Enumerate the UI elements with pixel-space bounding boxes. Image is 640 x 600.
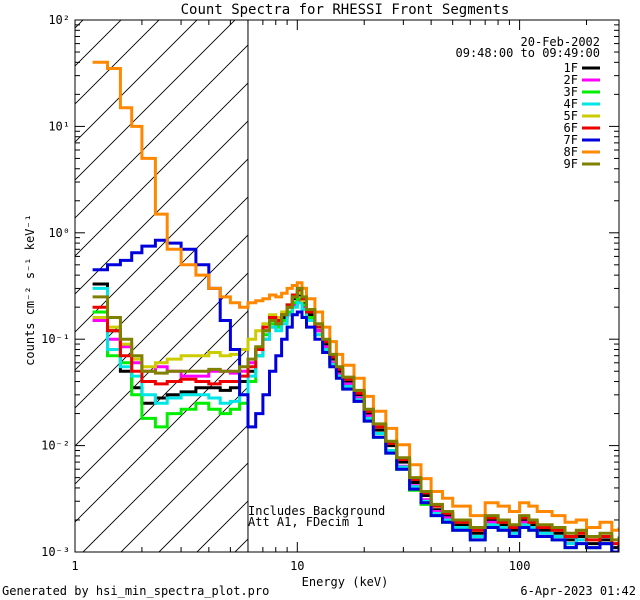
series-line-1F <box>92 282 619 550</box>
legend-label-8F: 8F <box>564 145 578 159</box>
axis-ticks: 1 10 100 10⁻³ 10⁻² 10⁻¹ 10⁰ 10¹ 10² <box>41 13 619 573</box>
hatch-line <box>82 386 248 552</box>
legend-label-3F: 3F <box>564 85 578 99</box>
x-axis-label: Energy (keV) <box>302 575 389 589</box>
y-tick-label: 10² <box>48 13 70 27</box>
chart-title: Count Spectra for RHESSI Front Segments <box>181 2 510 18</box>
hatch-lines <box>75 20 248 552</box>
legend-date: 20-Feb-2002 <box>521 35 600 49</box>
timestamp-text: 6-Apr-2023 01:42 <box>520 584 636 598</box>
y-tick-label: 10⁰ <box>48 226 70 240</box>
series-line-4F <box>92 286 619 552</box>
series-line-7F <box>92 238 619 552</box>
y-axis-label: counts cm⁻² s⁻¹ keV⁻¹ <box>23 214 37 366</box>
series-group <box>92 60 619 552</box>
x-tick-label: 1 <box>71 559 78 573</box>
y-tick-label: 10¹ <box>48 119 70 133</box>
hatch-line <box>75 196 248 371</box>
series-line-6F <box>92 288 619 546</box>
hatch-line <box>75 158 248 333</box>
annotation-background: Includes Background <box>248 504 385 518</box>
generated-by-text: Generated by hsi_min_spectra_plot.pro <box>2 584 269 598</box>
legend-label-9F: 9F <box>564 157 578 171</box>
y-tick-label: 10⁻² <box>41 439 70 453</box>
legend-label-7F: 7F <box>564 133 578 147</box>
hatch-line <box>75 348 248 523</box>
hatch-line <box>75 310 248 485</box>
hatch-line <box>75 234 248 409</box>
x-tick-label: 10 <box>290 559 304 573</box>
excluded-range-hatch <box>75 20 248 552</box>
legend-time-range: 09:48:00 to 09:49:00 <box>456 46 601 60</box>
hatch-line <box>120 424 248 552</box>
legend-label-2F: 2F <box>564 73 578 87</box>
hatch-line <box>75 20 122 67</box>
series-line-9F <box>92 286 619 542</box>
hatch-line <box>75 20 236 181</box>
hatch-line <box>75 120 248 295</box>
hatch-line <box>75 20 160 105</box>
legend-label-5F: 5F <box>564 109 578 123</box>
plot-frame <box>74 19 620 553</box>
x-tick-label: 100 <box>509 559 531 573</box>
legend-label-4F: 4F <box>564 97 578 111</box>
legend-label-1F: 1F <box>564 61 578 75</box>
hatch-line <box>75 82 248 257</box>
legend-label-6F: 6F <box>564 121 578 135</box>
y-tick-label: 10⁻¹ <box>41 332 70 346</box>
annotation-attenuator: Att A1, FDecim 1 <box>248 515 364 529</box>
y-tick-label: 10⁻³ <box>41 545 70 559</box>
hatch-line <box>75 20 198 143</box>
hatch-line <box>75 44 248 219</box>
